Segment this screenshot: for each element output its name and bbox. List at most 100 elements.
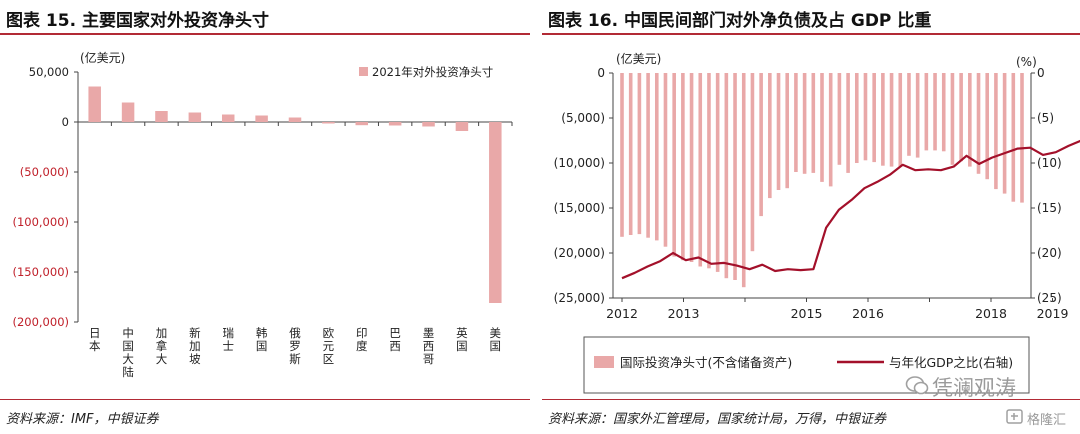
left-x-tick-label: 韩 [256,326,268,340]
left-chart-title: 图表 15. 主要国家对外投资净头寸 [6,11,269,31]
right-chart-svg: (亿美元) (%)0(5,000)(10,000)(15,000)(20,000)… [554,51,1080,394]
left-bar-3 [188,112,202,122]
left-x-label-group: 美国 [490,326,502,353]
right-bar-27 [854,73,859,163]
right-left-tick-label: (25,000) [554,291,605,305]
left-bar-9 [388,122,402,126]
left-bar-6 [288,117,302,122]
left-x-tick-label: 国 [256,339,268,353]
right-x-tick-label: 2013 [668,306,700,321]
left-bar-0 [88,86,101,122]
right-left-unit-label: (亿美元) [616,51,661,66]
right-left-tick-label: 0 [597,66,605,80]
left-x-label-group: 加拿大 [156,326,168,366]
right-bar-9 [698,73,703,267]
right-bar-22 [811,73,816,173]
right-bar-14 [741,73,746,288]
right-bar-41 [976,73,981,174]
right-legend-box [583,336,1030,394]
left-legend-swatch [359,67,368,76]
right-legend-bar-swatch [594,356,614,368]
right-bar-29 [872,73,876,163]
right-legend-bar-label: 国际投资净头寸(不含储备资产) [620,355,792,370]
right-bar-35 [924,73,929,151]
left-y-tick-label: 50,000 [29,65,69,79]
right-bar-8 [689,73,694,262]
right-left-tick-label: (5,000) [561,111,605,125]
right-bar-18 [776,73,781,190]
left-bar-1 [121,102,135,122]
left-x-tick-label: 新 [189,326,201,340]
right-bar-28 [863,73,868,161]
right-left-tick-label: (15,000) [554,201,605,215]
right-bar-43 [994,73,998,190]
right-bar-6 [672,73,676,257]
right-line-series [621,139,1080,280]
right-right-tick-label: (10) [1037,156,1062,170]
left-x-tick-label: 英 [456,326,468,340]
right-bar-20 [794,73,798,172]
left-y-tick-label: 0 [62,115,69,129]
right-bar-19 [785,73,790,189]
left-y-unit-label: (亿美元) [80,50,125,65]
right-bar-3 [646,73,650,238]
left-legend-label: 2021年对外投资净头寸 [372,65,493,79]
left-x-tick-label: 国 [490,339,502,353]
left-y-tick-label: (100,000) [12,215,69,229]
gelonghui-logo-icon [1006,409,1023,424]
right-right-tick-label: (5) [1037,111,1054,125]
right-bar-16 [759,73,763,217]
right-right-tick-label: (20) [1037,246,1062,260]
right-bar-15 [750,73,755,252]
left-x-tick-label: 士 [222,339,234,353]
left-x-label-group: 印度 [356,326,368,353]
right-right-tick-label: (15) [1037,201,1062,215]
left-x-tick-label: 本 [89,339,101,353]
left-bar-7 [322,122,335,124]
right-chart-source: 资料来源：国家外汇管理局，国家统计局，万得，中银证券 [548,412,887,427]
left-x-tick-label: 元 [323,339,335,353]
right-legend-line-label: 与年化GDP之比(右轴) [889,355,1013,370]
right-bar-31 [889,73,894,167]
right-x-tick-label: 2016 [852,306,884,321]
right-bar-36 [933,73,937,151]
left-x-tick-label: 拿 [156,339,168,353]
right-x-tick-label: 2012 [606,306,638,321]
right-bar-24 [828,73,833,187]
right-bar-13 [733,73,737,280]
right-bar-26 [846,73,850,173]
right-source-rule [542,399,1080,400]
right-right-tick-label: 0 [1037,66,1045,80]
right-bar-32 [898,73,903,167]
left-y-tick-label: (150,000) [12,265,69,279]
right-bar-45 [1011,73,1016,202]
right-bar-12 [724,73,729,279]
right-right-tick-label: (25) [1037,291,1062,305]
left-x-tick-label: 中 [122,326,134,340]
right-bar-10 [707,73,711,269]
right-x-tick-label: 2019 [1037,306,1069,321]
left-x-label-group: 瑞士 [222,326,234,353]
left-x-label-group: 英国 [456,326,468,353]
right-left-tick-label: (20,000) [554,246,605,260]
left-x-tick-label: 大 [122,352,134,366]
left-chart-svg: (亿美元) 50,000 0 (50,000) (100,000) (150,000) (2… [12,50,513,379]
left-x-tick-label: 俄 [289,326,301,340]
left-x-tick-label: 欧 [323,326,335,340]
right-bar-2 [637,73,642,235]
right-bar-44 [1002,73,1007,194]
left-x-tick-label: 印 [356,326,368,340]
right-bar-0 [620,73,624,237]
watermark-account: 凭澜观涛 [932,376,1016,400]
right-bar-46 [1020,73,1024,203]
left-x-tick-label: 斯 [289,352,301,366]
right-bar-23 [820,73,824,182]
right-right-unit-label: (%) [1016,55,1037,69]
left-x-label-group: 新加坡 [189,326,201,366]
left-y-tick-label: (50,000) [20,165,69,179]
left-bar-2 [155,111,168,122]
left-x-label-group: 日本 [89,326,101,353]
left-x-tick-label: 国 [456,339,468,353]
right-bar-17 [768,73,772,199]
left-x-tick-label: 哥 [423,352,435,366]
